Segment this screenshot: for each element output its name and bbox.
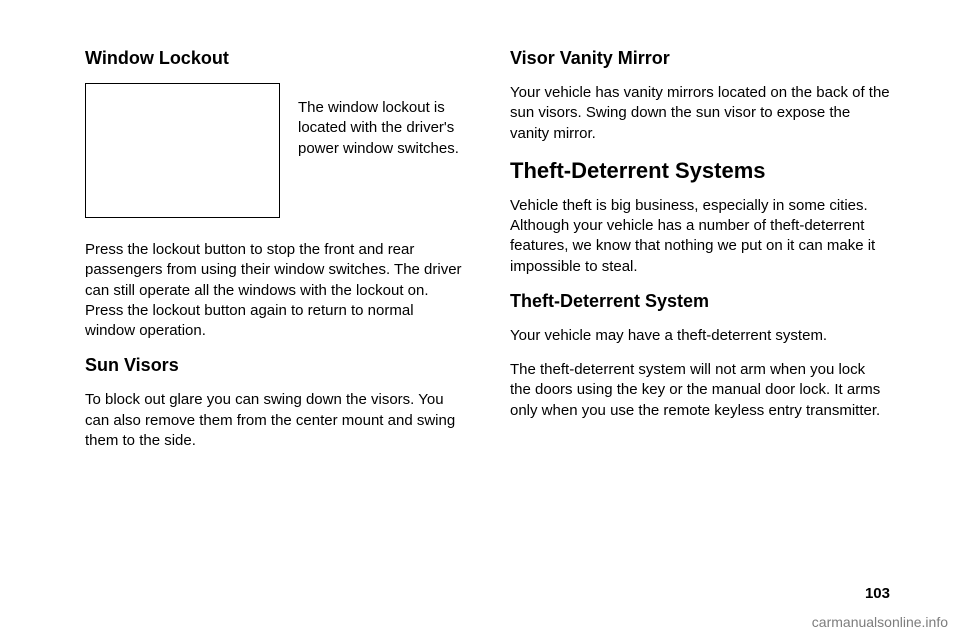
theft-system-body2: The theft-deterrent system will not arm …: [510, 360, 890, 421]
window-lockout-body: Press the lockout button to stop the fro…: [85, 240, 465, 341]
image-caption: The window lockout is located with the d…: [298, 83, 465, 218]
theft-system-heading: Theft-Deterrent System: [510, 291, 890, 312]
manual-page: Window Lockout The window lockout is loc…: [0, 0, 960, 640]
visor-vanity-heading: Visor Vanity Mirror: [510, 48, 890, 69]
theft-systems-heading: Theft-Deterrent Systems: [510, 158, 890, 184]
image-row: The window lockout is located with the d…: [85, 83, 465, 218]
right-column: Visor Vanity Mirror Your vehicle has van…: [510, 48, 890, 620]
sun-visors-heading: Sun Visors: [85, 355, 465, 376]
visor-vanity-body: Your vehicle has vanity mirrors located …: [510, 83, 890, 144]
window-lockout-heading: Window Lockout: [85, 48, 465, 69]
left-column: Window Lockout The window lockout is loc…: [85, 48, 465, 620]
window-lockout-image-placeholder: [85, 83, 280, 218]
theft-systems-body: Vehicle theft is big business, especiall…: [510, 196, 890, 277]
watermark: carmanualsonline.info: [812, 614, 948, 630]
sun-visors-body: To block out glare you can swing down th…: [85, 390, 465, 451]
page-number: 103: [865, 585, 890, 602]
theft-system-body1: Your vehicle may have a theft-deterrent …: [510, 326, 890, 346]
